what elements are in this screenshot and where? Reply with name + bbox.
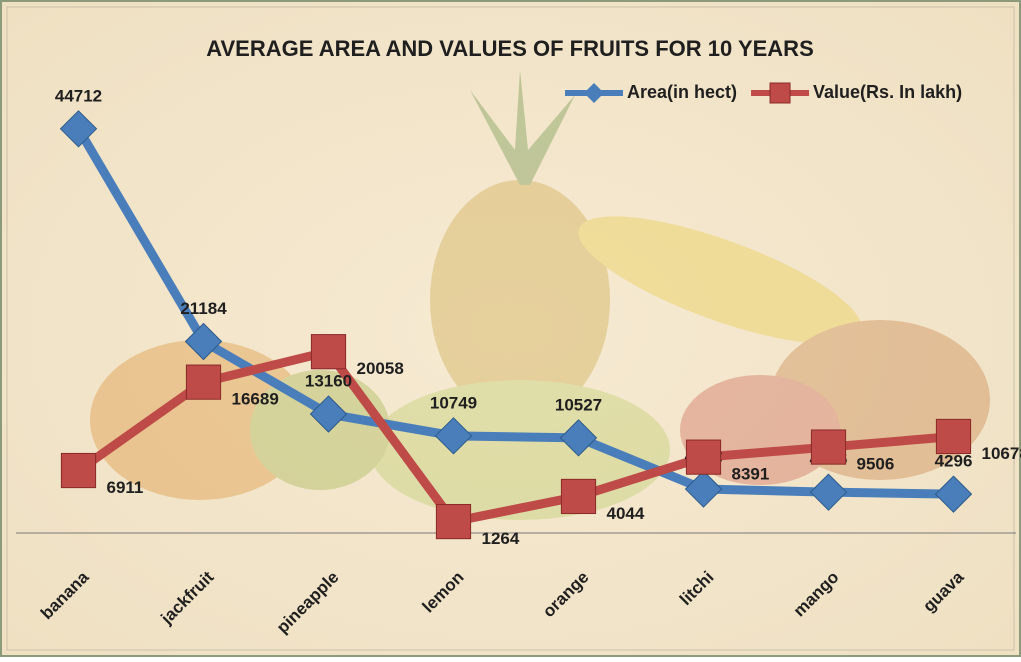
data-label: 1264 xyxy=(482,529,520,548)
data-label: 13160 xyxy=(305,372,352,391)
legend-marker xyxy=(770,83,790,103)
data-label: 20058 xyxy=(357,359,404,378)
point-marker xyxy=(811,430,845,464)
point-marker xyxy=(186,365,220,399)
data-label: 44712 xyxy=(55,86,102,105)
data-label: 21184 xyxy=(180,299,227,318)
data-label: 10749 xyxy=(430,393,477,412)
point-marker xyxy=(686,440,720,474)
data-label: 10678 xyxy=(982,444,1021,463)
data-label: 16689 xyxy=(232,390,279,409)
page: {"chart_data": {"type": "line", "title":… xyxy=(0,0,1021,657)
data-label: 9506 xyxy=(857,455,895,474)
point-marker xyxy=(561,479,595,513)
data-label: 4044 xyxy=(607,504,645,523)
data-label: 4296 xyxy=(935,452,973,471)
point-marker xyxy=(936,419,970,453)
legend-label: Area(in hect) xyxy=(627,82,737,102)
point-marker xyxy=(311,335,345,369)
data-label: 10527 xyxy=(555,395,602,414)
chart: AVERAGE AREA AND VALUES OF FRUITS FOR 10… xyxy=(0,0,1021,657)
legend-label: Value(Rs. In lakh) xyxy=(813,82,962,102)
data-label: 6911 xyxy=(107,478,144,497)
point-marker xyxy=(61,453,95,487)
data-label: 8391 xyxy=(732,465,770,484)
chart-title: AVERAGE AREA AND VALUES OF FRUITS FOR 10… xyxy=(206,36,814,61)
point-marker xyxy=(436,504,470,538)
